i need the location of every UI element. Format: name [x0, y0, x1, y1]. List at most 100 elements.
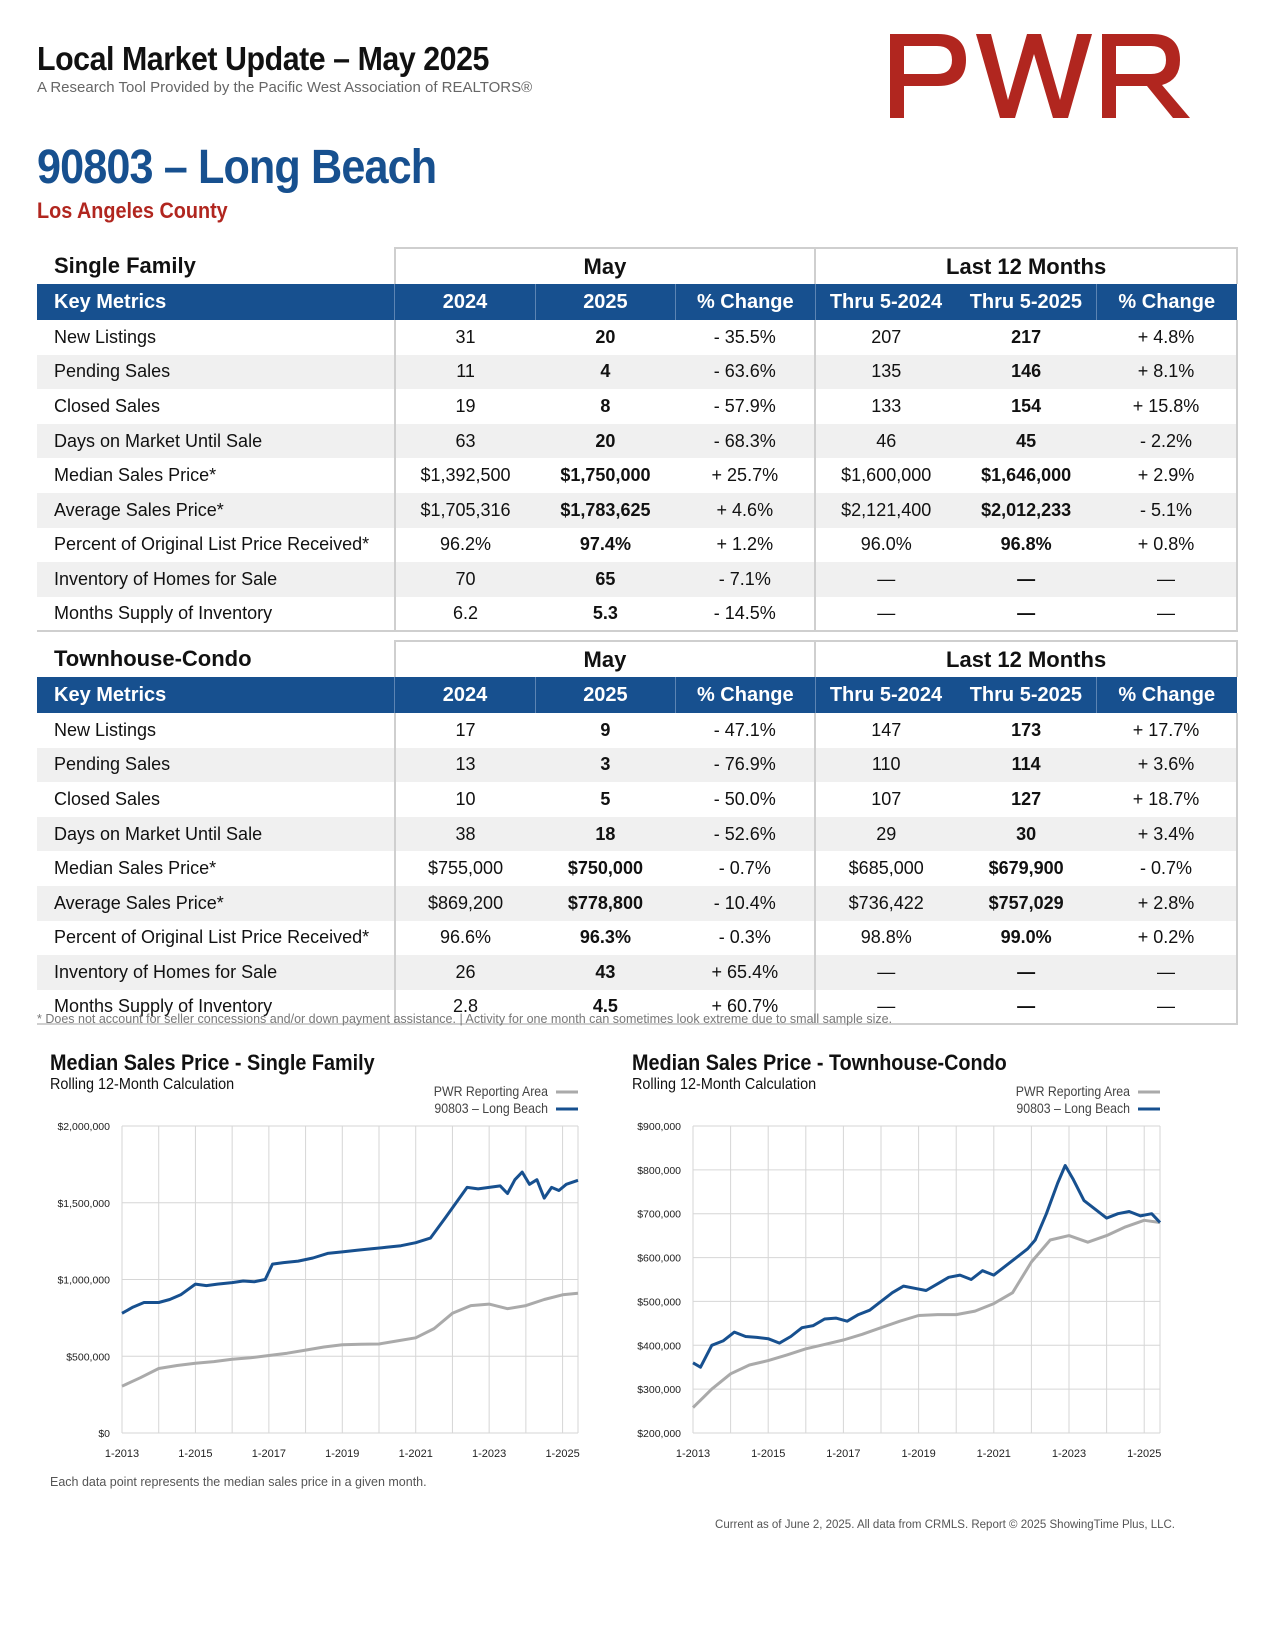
metric-label: Median Sales Price* [54, 465, 217, 486]
pct-change-month: - 14.5% [675, 596, 816, 633]
pct-change-month: + 4.6% [675, 492, 816, 528]
table-header-row: Key Metrics 2024 2025 % Change Thru 5-20… [37, 677, 1237, 713]
value-2025: 65 [535, 562, 676, 597]
pct-change-month: - 0.7% [718, 858, 771, 879]
pwr-logo-graphic [890, 34, 1190, 118]
value-thru-2025: — [956, 955, 1097, 990]
pct-change-12m: — [1096, 562, 1238, 597]
y-tick-label: $700,000 [637, 1209, 681, 1221]
pct-change-12m: — [1096, 989, 1238, 1026]
chart-title: Median Sales Price - Single Family [50, 1050, 375, 1075]
metric-label: Pending Sales [37, 354, 395, 390]
pct-change-12m: + 0.8% [1096, 527, 1238, 563]
value-thru-2025: $2,012,233 [956, 492, 1097, 528]
value-thru-2025: 146 [956, 354, 1097, 390]
y-tick-label: $300,000 [637, 1384, 681, 1396]
value-2025: $1,750,000 [560, 465, 651, 486]
value-thru-2024: 110 [814, 747, 957, 783]
value-thru-2024: $685,000 [814, 851, 957, 886]
y-tick-label: $400,000 [637, 1340, 681, 1352]
table-row: Pending Sales 13 3- 76.9% 110 114 + 3.6% [37, 747, 1238, 783]
table-row: Average Sales Price* $869,200 $778,800- 10… [37, 885, 1238, 921]
table-row: Average Sales Price* $1,705,316 $1,783,625… [37, 492, 1238, 528]
value-thru-2025: $679,900 [988, 858, 1064, 879]
col-header: 2024 [394, 677, 536, 713]
value-2024: 96.2% [393, 527, 536, 563]
pct-change-12m: + 2.8% [1096, 885, 1238, 921]
table-row: Inventory of Homes for Sale 26 43 + 65.4% — —… [37, 955, 1238, 990]
value-thru-2025: 217 [1011, 326, 1042, 347]
single-family-table: Single Family May Last 12 Months Key Met… [37, 247, 1238, 633]
pct-change-month: - 68.3% [675, 423, 816, 459]
group-month-header: May [393, 247, 816, 284]
series-line-long-beach [121, 1170, 579, 1315]
area-county: Los Angeles County [37, 198, 228, 223]
value-thru-2024: 29 [814, 816, 957, 852]
x-tick-label: 1-2021 [399, 1448, 433, 1460]
value-thru-2025: 99.0% [1000, 927, 1052, 948]
series-line-long-beach [692, 1164, 1162, 1369]
value-2024: 17 [393, 713, 536, 748]
metric-label: Percent of Original List Price Received* [54, 927, 370, 948]
value-thru-2024: — [814, 989, 957, 1026]
table-row: New Listings 31 20 - 35.5% 207 217 + 4.8% [37, 320, 1238, 355]
y-tick-label: $800,000 [637, 1165, 681, 1177]
report-subtitle: A Research Tool Provided by the Pacific … [37, 79, 533, 96]
value-2024: 63 [393, 423, 536, 459]
table-header-row: Key Metrics 2024 2025 % Change Thru 5-20… [37, 284, 1237, 320]
y-tick-label: $1,500,000 [57, 1198, 110, 1210]
value-thru-2024: 46 [814, 423, 957, 459]
pct-change-month: - 47.1% [713, 719, 776, 740]
table-row: Median Sales Price* $755,000 $750,000 - 0.7… [37, 851, 1238, 886]
value-2024: 96.6% [393, 920, 536, 956]
value-2025: 9 [600, 719, 611, 740]
value-thru-2025: 173 [1011, 719, 1042, 740]
series-line-pwr-area [121, 1291, 579, 1388]
y-tick-label: $200,000 [637, 1428, 681, 1440]
x-tick-label: 1-2021 [977, 1448, 1011, 1460]
pct-change-month: - 7.1% [675, 562, 816, 597]
value-2024: 2.8 [393, 989, 536, 1026]
pct-change-12m: - 5.1% [1096, 492, 1238, 528]
pct-change-12m: + 8.1% [1096, 354, 1238, 390]
col-header: 2024 [394, 284, 536, 320]
col-header: Thru 5-2025 [956, 677, 1097, 713]
value-thru-2025: $757,029 [956, 885, 1097, 921]
table-row: Percent of Original List Price Received*… [37, 527, 1238, 563]
table-category: Single Family [37, 248, 395, 284]
col-header: % Change [674, 284, 816, 320]
table-row: Median Sales Price* $1,392,500 $1,750,000 +… [37, 458, 1238, 493]
value-2024: $869,200 [393, 885, 536, 921]
chart-subtitle: Rolling 12-Month Calculation [50, 1076, 235, 1093]
table-row: New Listings 17 9 - 47.1% 147 173 + 17.7% [37, 713, 1238, 748]
page-footer: Current as of June 2, 2025. All data fro… [715, 1519, 1175, 1531]
value-2025: 4 [535, 354, 676, 390]
metric-label: Closed Sales [54, 395, 161, 416]
pct-change-12m: — [1096, 596, 1238, 633]
table-row: Months Supply of Inventory 2.8 4.5 + 60.7% —… [37, 989, 1238, 1026]
pct-change-month: - 50.0% [713, 788, 776, 809]
value-2025: 8 [600, 395, 611, 416]
value-2025: 5.3 [535, 596, 676, 633]
value-2024: 13 [393, 747, 536, 783]
metric-label: Days on Market Until Sale [37, 423, 395, 459]
value-2025: 97.4% [579, 534, 631, 555]
table-footnote: * Does not account for seller concession… [37, 1012, 893, 1026]
chart-townhouse-condo-svg: $200,000 $300,000 $400,000 $500,000 $600,000… [637, 1083, 1162, 1460]
table-row: Days on Market Until Sale 63 20- 68.3% 46 45… [37, 423, 1238, 459]
x-tick-label: 1-2013 [105, 1448, 139, 1460]
value-2025: 18 [535, 816, 676, 852]
pct-change-month: + 25.7% [711, 465, 779, 486]
value-thru-2024: — [814, 596, 957, 633]
value-thru-2024: — [814, 955, 957, 990]
pct-change-12m: - 0.7% [1096, 851, 1238, 886]
chart-note: Each data point represents the median sa… [50, 1475, 427, 1489]
col-header: % Change [674, 677, 816, 713]
value-2025: 5 [600, 788, 611, 809]
pct-change-month: - 52.6% [675, 816, 816, 852]
col-header: % Change [1095, 284, 1237, 320]
pct-change-12m: + 17.7% [1096, 713, 1238, 748]
value-thru-2025: — [956, 596, 1097, 633]
table-row: Days on Market Until Sale 38 18- 52.6% 29 30… [37, 816, 1238, 852]
pct-change-month: - 57.9% [713, 395, 776, 416]
